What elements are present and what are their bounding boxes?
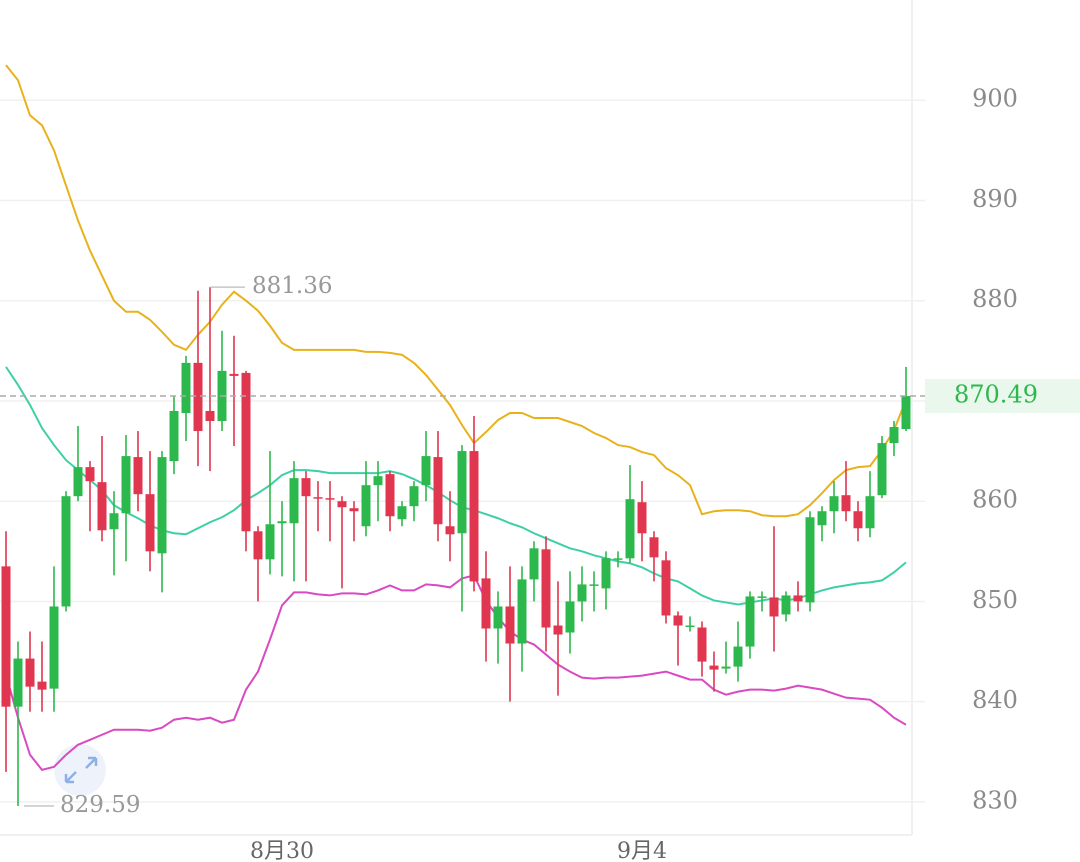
candle-body bbox=[97, 482, 107, 531]
candle-body bbox=[373, 476, 383, 486]
candle-body bbox=[37, 681, 47, 690]
candle-body bbox=[589, 584, 599, 586]
candle-body bbox=[313, 497, 323, 499]
y-tick-label: 850 bbox=[972, 586, 1018, 614]
candle-body bbox=[73, 467, 83, 497]
candle-body bbox=[193, 362, 203, 432]
expand-icon-bg bbox=[54, 744, 106, 796]
lower-band bbox=[5, 574, 907, 771]
candle-body bbox=[757, 596, 767, 598]
candle-body bbox=[577, 584, 587, 602]
expand-icon[interactable] bbox=[54, 744, 106, 796]
y-tick-label: 900 bbox=[972, 85, 1018, 113]
candle-body bbox=[265, 524, 275, 560]
candle-body bbox=[553, 625, 563, 635]
candle-body bbox=[169, 410, 179, 462]
y-tick-label: 840 bbox=[972, 686, 1018, 714]
candle-body bbox=[685, 625, 695, 627]
candle-body bbox=[649, 537, 659, 558]
candle-body bbox=[817, 511, 827, 526]
candle-body bbox=[409, 486, 419, 507]
candle-body bbox=[385, 474, 395, 517]
candle-body bbox=[709, 665, 719, 670]
candle-body bbox=[397, 506, 407, 520]
candle-body bbox=[697, 627, 707, 662]
candle-body bbox=[133, 457, 143, 495]
candle-body bbox=[25, 658, 35, 687]
candle-body bbox=[121, 456, 131, 514]
candle-body bbox=[481, 578, 491, 629]
last-price-box bbox=[925, 379, 1080, 414]
candle-body bbox=[325, 498, 335, 500]
y-tick-label: 890 bbox=[972, 185, 1018, 213]
candle-body bbox=[865, 496, 875, 529]
candle-body bbox=[49, 606, 59, 689]
candle-body bbox=[421, 456, 431, 486]
candle-body bbox=[301, 478, 311, 497]
x-tick-label: 8月30 bbox=[250, 839, 314, 862]
candle-body bbox=[349, 508, 359, 512]
candle-body bbox=[637, 502, 647, 534]
candle-body bbox=[205, 410, 215, 422]
candle-body bbox=[253, 531, 263, 560]
candle-body bbox=[1, 566, 11, 707]
candle-body bbox=[361, 485, 371, 527]
candle-body bbox=[769, 597, 779, 617]
candle-body bbox=[469, 451, 479, 582]
candle-body bbox=[565, 601, 575, 633]
candle-body bbox=[337, 501, 347, 508]
candle-body bbox=[493, 606, 503, 629]
middle-band bbox=[5, 366, 907, 606]
candle-body bbox=[721, 666, 731, 669]
low-label: 829.59 bbox=[60, 792, 140, 818]
candle-body bbox=[877, 443, 887, 496]
candle-body bbox=[901, 396, 911, 430]
candle-body bbox=[505, 606, 515, 644]
candle-body bbox=[625, 499, 635, 559]
candle-body bbox=[673, 615, 683, 626]
candle-body bbox=[445, 526, 455, 535]
candle-body bbox=[85, 467, 95, 482]
candle-body bbox=[661, 560, 671, 616]
candle-body bbox=[829, 496, 839, 512]
expand-arrows bbox=[64, 756, 98, 784]
candle-body bbox=[517, 579, 527, 644]
candle-body bbox=[433, 457, 443, 525]
candle-body bbox=[889, 427, 899, 444]
high-label: 881.36 bbox=[252, 273, 332, 299]
candle-body bbox=[805, 517, 815, 603]
candle-body bbox=[541, 549, 551, 628]
y-tick-label: 880 bbox=[972, 285, 1018, 313]
candle-body bbox=[13, 658, 23, 707]
candle-body bbox=[529, 548, 539, 580]
upper-band bbox=[5, 64, 907, 518]
candle-body bbox=[241, 372, 251, 532]
candle-body bbox=[793, 595, 803, 602]
candle-body bbox=[289, 478, 299, 524]
plot-area: 8308408508608708808909008月309月4881.36829… bbox=[0, 64, 1080, 862]
candle-body bbox=[145, 494, 155, 552]
y-tick-label: 860 bbox=[972, 486, 1018, 514]
candle-body bbox=[109, 513, 119, 530]
candle-body bbox=[841, 495, 851, 512]
last-price-label: 870.49 bbox=[954, 381, 1038, 409]
candle-body bbox=[733, 646, 743, 667]
candle-body bbox=[61, 496, 71, 607]
y-tick-label: 830 bbox=[972, 786, 1018, 814]
candle-body bbox=[745, 596, 755, 647]
x-tick-label: 9月4 bbox=[617, 839, 667, 862]
candle-body bbox=[781, 595, 791, 615]
candle-body bbox=[277, 521, 287, 524]
candle-body bbox=[157, 457, 167, 554]
candle-body bbox=[613, 558, 623, 560]
candle-body bbox=[457, 451, 467, 534]
candle-body bbox=[601, 558, 611, 589]
candle-body bbox=[229, 373, 239, 376]
candle-body bbox=[853, 511, 863, 529]
candle-body bbox=[181, 362, 191, 413]
